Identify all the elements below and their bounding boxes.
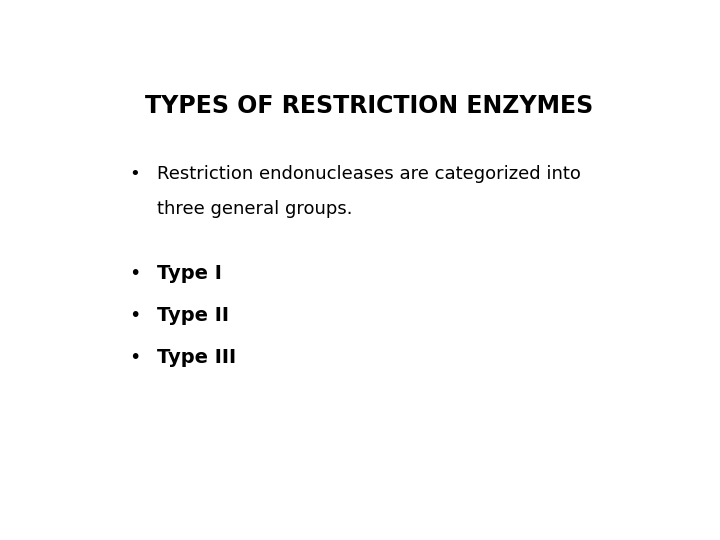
Text: •: • — [129, 348, 140, 367]
Text: TYPES OF RESTRICTION ENZYMES: TYPES OF RESTRICTION ENZYMES — [145, 94, 593, 118]
Text: •: • — [129, 306, 140, 325]
Text: Type I: Type I — [157, 265, 222, 284]
Text: Type II: Type II — [157, 306, 229, 325]
Text: Type III: Type III — [157, 348, 236, 367]
Text: Restriction endonucleases are categorized into: Restriction endonucleases are categorize… — [157, 165, 581, 183]
Text: •: • — [129, 165, 140, 183]
Text: •: • — [129, 265, 140, 284]
Text: three general groups.: three general groups. — [157, 200, 353, 218]
